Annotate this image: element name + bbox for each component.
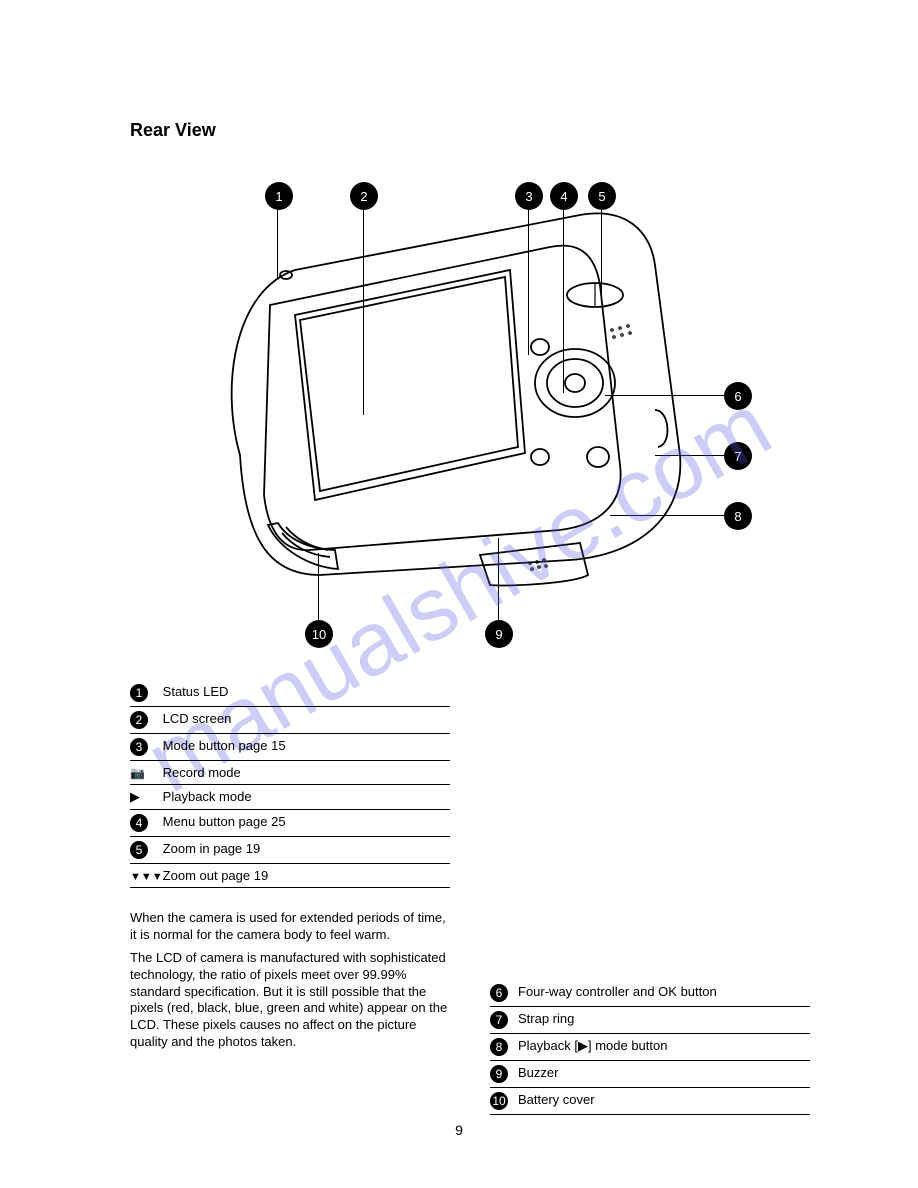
table-row: 9 Buzzer: [490, 1061, 810, 1088]
num-cell: 7: [490, 1007, 518, 1034]
table-row: 4 Menu button page 25: [130, 810, 450, 837]
parts-table-right: 6 Four-way controller and OK button 7 Strap…: [490, 980, 810, 1115]
zoom-out-icon: ▼▼▼: [130, 871, 163, 883]
notes-block: When the camera is used for extended per…: [130, 910, 450, 1057]
row-marker: 7: [490, 1011, 508, 1029]
callout-marker: 6: [724, 382, 752, 410]
row-marker: 10: [490, 1092, 508, 1110]
table-row: 6 Four-way controller and OK button: [490, 980, 810, 1007]
leader-line: [277, 210, 278, 280]
num-cell: 6: [490, 980, 518, 1007]
leader-line: [498, 538, 499, 620]
num-cell: 5: [130, 837, 163, 864]
table-row: 7 Strap ring: [490, 1007, 810, 1034]
callout-marker: 5: [588, 182, 616, 210]
table-row: 5 Zoom in page 19: [130, 837, 450, 864]
leader-line: [318, 553, 319, 620]
parts-table-left: 1 Status LED 2 LCD screen 3 Mode button page …: [130, 680, 450, 888]
desc-cell: LCD screen: [163, 707, 450, 734]
row-marker: 5: [130, 841, 148, 859]
leader-line: [655, 455, 725, 456]
num-cell: ▼▼▼: [130, 864, 163, 888]
desc-cell: Mode button page 15: [163, 734, 450, 761]
row-marker: 4: [130, 814, 148, 832]
desc-cell: Buzzer: [518, 1061, 810, 1088]
table-row: 10 Battery cover: [490, 1088, 810, 1115]
page-number: 9: [455, 1122, 463, 1138]
camera-icon: 📷: [130, 766, 145, 780]
table-row: ▼▼▼ Zoom out page 19: [130, 864, 450, 888]
callout-marker: 4: [550, 182, 578, 210]
desc-cell: Strap ring: [518, 1007, 810, 1034]
play-icon: ▶: [130, 789, 140, 804]
row-marker: 1: [130, 684, 148, 702]
callout-marker: 9: [485, 620, 513, 648]
row-marker: 6: [490, 984, 508, 1002]
leader-line: [563, 210, 564, 393]
desc-cell: Playback mode: [163, 785, 450, 810]
callout-marker: 2: [350, 182, 378, 210]
desc-cell: Four-way controller and OK button: [518, 980, 810, 1007]
num-cell: 📷: [130, 761, 163, 785]
table-row: 3 Mode button page 15: [130, 734, 450, 761]
desc-cell: Zoom in page 19: [163, 837, 450, 864]
num-cell: 1: [130, 680, 163, 707]
num-cell: 8: [490, 1034, 518, 1061]
desc-cell: Record mode: [163, 761, 450, 785]
num-cell: 3: [130, 734, 163, 761]
num-cell: 10: [490, 1088, 518, 1115]
num-cell: 9: [490, 1061, 518, 1088]
callout-marker: 1: [265, 182, 293, 210]
row-marker: 8: [490, 1038, 508, 1056]
leader-line: [610, 515, 725, 516]
desc-cell: Zoom out page 19: [163, 864, 450, 888]
callout-marker: 3: [515, 182, 543, 210]
row-marker: 3: [130, 738, 148, 756]
desc-cell: Status LED: [163, 680, 450, 707]
table-row: 8 Playback [▶] mode button: [490, 1034, 810, 1061]
page-title: Rear View: [130, 120, 216, 141]
table-row: 1 Status LED: [130, 680, 450, 707]
desc-cell: Playback [▶] mode button: [518, 1034, 810, 1061]
num-cell: ▶: [130, 785, 163, 810]
table-row: 📷 Record mode: [130, 761, 450, 785]
note-2: The LCD of camera is manufactured with s…: [130, 950, 450, 1051]
leader-line: [601, 210, 602, 300]
leader-line: [605, 395, 725, 396]
callout-marker: 10: [305, 620, 333, 648]
table-row: 2 LCD screen: [130, 707, 450, 734]
row-marker: 9: [490, 1065, 508, 1083]
num-cell: 2: [130, 707, 163, 734]
leader-line: [528, 210, 529, 355]
table-row: ▶ Playback mode: [130, 785, 450, 810]
num-cell: 4: [130, 810, 163, 837]
callout-marker: 8: [724, 502, 752, 530]
row-marker: 2: [130, 711, 148, 729]
desc-cell: Battery cover: [518, 1088, 810, 1115]
desc-cell: Menu button page 25: [163, 810, 450, 837]
leader-line: [363, 210, 364, 415]
callout-marker: 7: [724, 442, 752, 470]
note-1: When the camera is used for extended per…: [130, 910, 450, 944]
page-container: Rear View: [0, 0, 918, 1188]
